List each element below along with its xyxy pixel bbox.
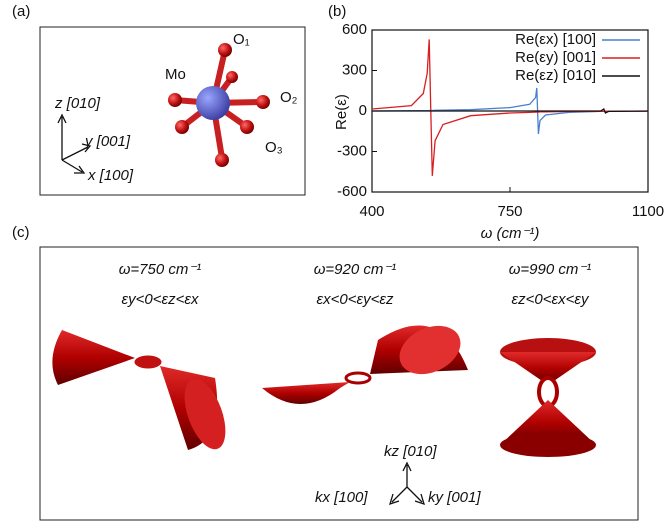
axis-label: z [010] [54,95,101,112]
axis-label: ky [001] [428,489,481,506]
y-axis-title: Re(ε) [333,94,350,130]
k-axes-arrows [390,463,424,504]
x-tick-label: 400 [359,203,384,220]
frequency-label: ω=920 cm⁻¹ [314,261,397,278]
axis-label: x [100] [87,167,134,184]
cone-2 [262,317,468,404]
panel-label: (a) [12,3,30,20]
cone-3 [500,338,596,457]
atom-label: Mo [165,66,186,83]
atom-label: O₁ [233,31,250,48]
condition-label: εz<0<εx<εy [512,291,590,308]
legend-label: Re(εx) [100] [515,31,596,48]
figure: (a) Mo O₁ O₂ O₃ z [010] y [001] x [100] … [0,0,668,527]
panel-label: (b) [328,3,346,20]
y-tick-label: 600 [342,21,367,38]
y-tick-label: -300 [337,142,367,159]
axis-label: y [001] [84,133,131,150]
condition-label: εy<0<εz<εx [122,291,199,308]
cone-1 [52,330,233,455]
frequency-label: ω=990 cm⁻¹ [509,261,592,278]
condition-label: εx<0<εy<εz [317,291,394,308]
y-tick-label: 0 [359,102,367,119]
y-tick-label: 300 [342,61,367,78]
x-tick-label: 1100 [632,203,664,220]
axis-label: kx [100] [315,489,368,506]
axis-label: kz [010] [384,443,437,460]
x-axis-title: ω (cm⁻¹) [481,225,540,242]
panel-label: (c) [12,224,30,241]
atom-label: O₃ [265,139,283,156]
x-tick-label: 750 [497,203,522,220]
legend-label: Re(εy) [001] [515,49,596,66]
frequency-label: ω=750 cm⁻¹ [119,261,202,278]
y-tick-label: -600 [337,183,367,200]
atom-label: O₂ [280,89,298,106]
legend-label: Re(εz) [010] [515,67,596,84]
